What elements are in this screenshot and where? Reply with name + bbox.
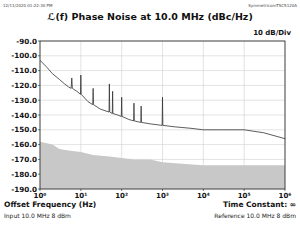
y-tick xyxy=(38,144,40,145)
grid xyxy=(40,41,285,189)
x-tick-label: 10⁵ xyxy=(238,192,251,200)
y-tick xyxy=(38,129,40,130)
y-tick-label: -160.0 xyxy=(11,140,37,149)
x-tick xyxy=(121,189,122,191)
y-tick xyxy=(38,41,40,42)
background xyxy=(0,0,300,228)
y-tick xyxy=(38,70,40,71)
header-left: 12/11/2020 01:22:30 PM xyxy=(3,3,53,8)
header-right: SymmetricomTSC5120A xyxy=(248,3,297,8)
y-tick xyxy=(38,159,40,160)
y-tick xyxy=(38,85,40,86)
y-tick-label: -180.0 xyxy=(11,170,37,179)
x-tick-label: 10¹ xyxy=(74,192,87,200)
scale-label: 10 dB/Div xyxy=(253,29,291,37)
x-tick xyxy=(40,189,41,191)
y-tick-label: -90.0 xyxy=(16,37,37,46)
x-tick xyxy=(162,189,163,191)
x-tick-label: 10⁰ xyxy=(34,192,47,200)
y-tick-label: -110.0 xyxy=(11,66,37,75)
chart: 12/11/2020 01:22:30 PM SymmetricomTSC5120… xyxy=(0,0,300,228)
x-tick-label: 10³ xyxy=(156,192,169,200)
y-tick-label: -150.0 xyxy=(11,125,37,134)
y-tick-label: -170.0 xyxy=(11,155,37,164)
y-tick-label: -140.0 xyxy=(11,111,37,120)
y-tick xyxy=(38,115,40,116)
x-tick xyxy=(80,189,81,191)
y-tick-label: -100.0 xyxy=(11,51,37,60)
x-tick xyxy=(244,189,245,191)
phase-noise-line xyxy=(40,60,285,138)
plot-frame xyxy=(40,41,285,189)
x-tick-label: 10⁴ xyxy=(197,192,210,200)
y-tick-label: -120.0 xyxy=(11,81,37,90)
y-tick xyxy=(38,100,40,101)
x-tick xyxy=(203,189,204,191)
y-tick-label: -130.0 xyxy=(11,96,37,105)
noise-floor-area xyxy=(40,142,285,189)
x-tick-label: 10⁶ xyxy=(279,192,292,200)
title: ℒ(f) Phase Noise at 10.0 MHz (dBc/Hz) xyxy=(47,11,253,22)
input-label: Input 10.0 MHz 8 dBm xyxy=(4,212,71,220)
reference-label: Reference 10.0 MHz 8 dBm xyxy=(214,212,296,219)
time-constant: Time Constant: ∞ xyxy=(223,200,296,209)
x-tick-label: 10² xyxy=(115,192,128,200)
y-tick xyxy=(38,174,40,175)
y-tick xyxy=(38,55,40,56)
plot-area xyxy=(40,60,285,189)
x-axis-label: Offset Frequency (Hz) xyxy=(4,200,96,209)
x-tick xyxy=(285,189,286,191)
